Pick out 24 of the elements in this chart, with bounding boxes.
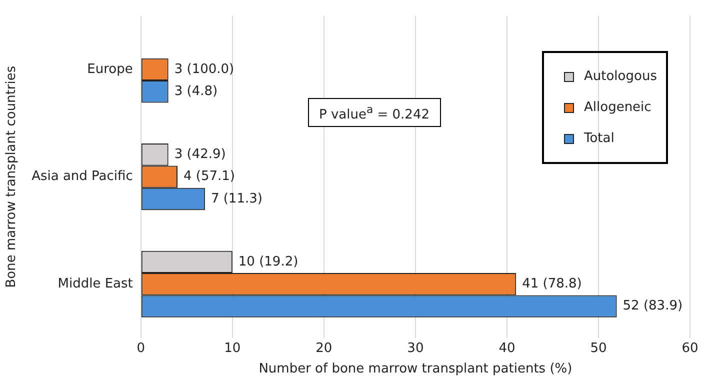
x-tick-label: 10: [224, 340, 241, 356]
x-axis-title: Number of bone marrow transplant patients (%): [258, 362, 572, 377]
legend-label: Total: [584, 131, 614, 146]
data-label: 7 (11.3): [210, 191, 262, 206]
data-label: 4 (57.1): [183, 169, 235, 184]
data-label: 3 (4.8): [174, 84, 218, 100]
x-tick-label: 0: [136, 340, 146, 356]
x-tick-label: 20: [316, 340, 332, 356]
data-label: 52 (83.9): [622, 298, 683, 314]
y-axis-title: Bone marrow transplant countries: [4, 66, 20, 288]
x-tick-label: 40: [498, 340, 516, 356]
y-tick-label: Europe: [87, 62, 133, 77]
data-label: 10 (19.2): [238, 254, 298, 270]
legend-label: Allogeneic: [584, 100, 652, 115]
x-tick-label: 50: [590, 340, 607, 356]
annotation: P value$^{a}$ = 0.242: [308, 98, 440, 128]
data-label: 3 (100.0): [174, 62, 234, 77]
x-tick-label: 60: [682, 340, 698, 356]
y-tick-label: Asia and Pacific: [32, 169, 133, 184]
legend-label: Autologous: [584, 69, 657, 84]
x-tick-label: 30: [407, 340, 424, 356]
data-label: 41 (78.8): [522, 276, 582, 292]
data-label: 3 (42.9): [174, 146, 226, 162]
y-tick-label: Middle East: [58, 276, 133, 292]
